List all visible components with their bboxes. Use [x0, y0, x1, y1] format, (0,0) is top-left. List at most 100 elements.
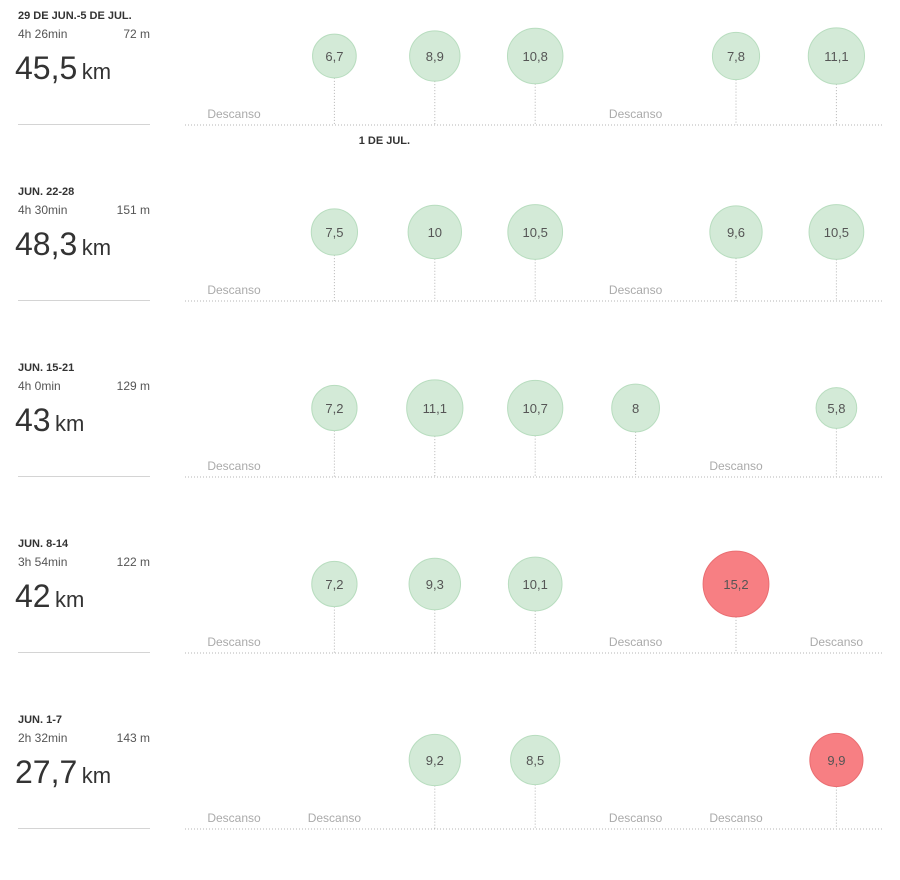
rest-day-label: Descanso [709, 811, 763, 825]
activity-bubble[interactable] [406, 379, 464, 437]
week-row[interactable]: JUN. 1-7 2h 32min 143 m 27,7 km Descanso Desc… [0, 704, 900, 880]
week-label: JUN. 15-21 [18, 362, 75, 374]
week-day-chart: Descanso 7,5 10 10,5 Descanso 9,6 10,5 [185, 204, 884, 302]
week-duration: 3h 54min [18, 555, 68, 569]
week-distance-value: 43 [15, 402, 51, 438]
week-distance: 27,7 km [15, 754, 111, 791]
week-label: JUN. 8-14 [18, 538, 69, 550]
week-label: JUN. 1-7 [18, 714, 63, 726]
date-marker: 1 DE JUL. [359, 135, 410, 147]
week-elevation: 151 m [116, 203, 150, 217]
rest-day-label: Descanso [207, 283, 261, 297]
week-divider [18, 828, 150, 829]
activity-bubble[interactable] [507, 556, 563, 612]
activity-distance-label: 7,2 [325, 401, 343, 416]
week-distance-value: 48,3 [15, 226, 78, 262]
activity-bubble[interactable] [312, 33, 357, 79]
week-row[interactable]: JUN. 22-28 4h 30min 151 m 48,3 km Descanso 7,… [0, 176, 900, 352]
activity-distance-label: 9,3 [426, 577, 444, 592]
rest-day-label: Descanso [609, 283, 663, 297]
activity-bubble[interactable] [510, 734, 561, 786]
activity-distance-label: 10,7 [523, 401, 548, 416]
activity-bubble[interactable] [611, 383, 660, 433]
week-distance-unit: km [55, 587, 85, 612]
activity-bubble[interactable] [507, 379, 564, 437]
week-summary: 29 DE JUN.-5 DE JUL. 4h 26min 72 m 45,5 km [15, 0, 150, 126]
rest-day-label: Descanso [207, 811, 261, 825]
week-distance: 43 km [15, 402, 84, 439]
week-duration: 4h 26min [18, 27, 68, 41]
activity-distance-label: 5,8 [827, 401, 845, 416]
week-day-chart: Descanso 7,2 9,3 10,1 Descanso 15,2 Descanso [185, 550, 884, 654]
activity-bubble[interactable] [408, 557, 462, 611]
activity-bubble-highlight[interactable] [809, 732, 864, 788]
activity-bubble[interactable] [407, 204, 462, 260]
week-distance-value: 42 [15, 578, 51, 614]
activity-bubble[interactable] [408, 733, 461, 787]
week-row[interactable]: JUN. 15-21 4h 0min 129 m 43 km Descanso 7,2 11… [0, 352, 900, 528]
rest-day-label: Descanso [709, 459, 763, 473]
week-elevation: 122 m [116, 555, 150, 569]
rest-day-label: Descanso [609, 811, 663, 825]
activity-distance-label: 9,9 [827, 753, 845, 768]
activity-distance-label: 8,9 [426, 49, 444, 64]
activity-distance-label: 10,1 [523, 577, 548, 592]
activity-bubble[interactable] [409, 30, 461, 82]
activity-bubble[interactable] [507, 204, 564, 260]
activity-bubble[interactable] [311, 384, 358, 432]
activity-bubble[interactable] [815, 387, 858, 429]
activity-distance-label: 10,5 [523, 225, 548, 240]
rest-day-label: Descanso [810, 635, 864, 649]
week-elevation: 72 m [123, 27, 150, 41]
activity-bubble-highlight[interactable] [702, 550, 770, 618]
week-day-chart: Descanso 6,7 8,9 10,8 Descanso 7,8 11,1 1 DE JU… [185, 27, 884, 147]
activity-bubble[interactable] [808, 204, 865, 260]
week-distance-unit: km [81, 763, 112, 788]
week-duration: 4h 0min [18, 379, 61, 393]
activity-bubble[interactable] [709, 205, 763, 259]
activity-distance-label: 15,2 [723, 577, 748, 592]
week-distance-unit: km [81, 235, 112, 260]
week-divider [18, 300, 150, 301]
rest-day-label: Descanso [609, 107, 663, 121]
week-divider [18, 124, 150, 125]
week-summary: JUN. 1-7 2h 32min 143 m 27,7 km [15, 704, 150, 830]
rest-day-label: Descanso [207, 635, 261, 649]
activity-distance-label: 8 [632, 401, 639, 416]
week-divider [18, 476, 150, 477]
activity-distance-label: 9,2 [426, 753, 444, 768]
activity-bubble[interactable] [310, 208, 359, 256]
week-divider [18, 652, 150, 653]
week-row[interactable]: 29 DE JUN.-5 DE JUL. 4h 26min 72 m 45,5 km D… [0, 0, 900, 176]
activity-distance-label: 7,8 [727, 49, 745, 64]
week-distance-unit: km [55, 411, 85, 436]
activity-bubble[interactable] [506, 27, 564, 85]
week-distance-unit: km [81, 59, 112, 84]
week-distance: 45,5 km [15, 50, 111, 87]
rest-day-label: Descanso [207, 107, 261, 121]
activity-distance-label: 7,5 [325, 225, 343, 240]
activity-distance-label: 8,5 [526, 753, 544, 768]
activity-bubble[interactable] [311, 560, 358, 608]
week-day-chart: Descanso Descanso 9,2 8,5 Descanso Descanso 9,… [185, 732, 884, 830]
week-distance-value: 27,7 [15, 754, 78, 790]
rest-day-label: Descanso [308, 811, 362, 825]
week-summary: JUN. 8-14 3h 54min 122 m 42 km [15, 528, 150, 654]
activity-bubble[interactable] [711, 31, 761, 81]
activity-bubble[interactable] [807, 27, 866, 85]
week-distance: 48,3 km [15, 226, 111, 263]
week-row[interactable]: JUN. 8-14 3h 54min 122 m 42 km Descanso 7,2 9,… [0, 528, 900, 704]
week-summary: JUN. 22-28 4h 30min 151 m 48,3 km [15, 176, 150, 302]
week-label: 29 DE JUN.-5 DE JUL. [18, 10, 132, 22]
rest-day-label: Descanso [207, 459, 261, 473]
week-elevation: 129 m [116, 379, 150, 393]
week-label: JUN. 22-28 [18, 186, 75, 198]
activity-distance-label: 10,8 [523, 49, 548, 64]
week-distance: 42 km [15, 578, 84, 615]
week-duration: 2h 32min [18, 731, 68, 745]
activity-distance-label: 9,6 [727, 225, 745, 240]
activity-distance-label: 7,2 [325, 577, 343, 592]
activity-distance-label: 10,5 [824, 225, 849, 240]
week-day-chart: Descanso 7,2 11,1 10,7 8 Descanso 5,8 [185, 379, 884, 478]
rest-day-label: Descanso [609, 635, 663, 649]
